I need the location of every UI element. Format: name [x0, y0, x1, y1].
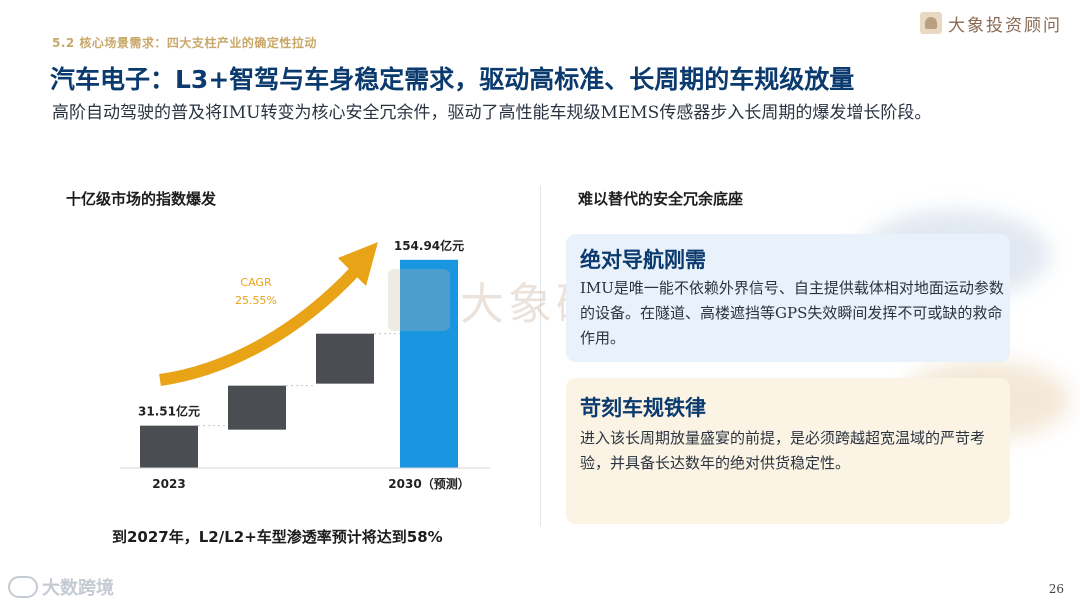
footer-logo-text: 大数跨境 [42, 578, 114, 599]
chart-bar [316, 333, 374, 384]
card-navigation: 绝对导航刚需 IMU是唯一能不依赖外界信号、自主提供载体相对地面运动参数的设备。… [566, 234, 1010, 362]
chart-bar [140, 425, 198, 468]
footer-logo-icon [8, 576, 38, 598]
chart-bar [400, 259, 458, 468]
card-title: 绝对导航刚需 [580, 247, 706, 272]
footer-logo: 大数跨境 [8, 574, 114, 600]
panel-divider [540, 186, 541, 526]
growth-arrow-head [338, 242, 378, 286]
section-label: 5.2 核心场景需求：四大支柱产业的确定性拉动 [52, 36, 317, 50]
card-automotive-grade: 苛刻车规铁律 进入该长周期放量盛宴的前提，是必须跨越超宽温域的严苛考验，并具备长… [566, 378, 1010, 524]
card-body: 进入该长周期放量盛宴的前提，是必须跨越超宽温域的严苛考验，并具备长达数年的绝对供… [580, 429, 986, 472]
page-title: 汽车电子：L3+智驾与车身稳定需求，驱动高标准、长周期的车规级放量 [50, 65, 855, 94]
cagr-label: CAGR [240, 276, 272, 289]
page-number: 26 [1048, 582, 1064, 596]
brand-name: 大象投资顾问 [948, 15, 1062, 36]
bar-value-label: 154.94亿元 [394, 238, 464, 253]
right-panel-title: 难以替代的安全冗余底座 [578, 190, 744, 208]
left-panel-title: 十亿级市场的指数爆发 [66, 190, 217, 208]
brand-logo: 大象投资顾问 [920, 10, 1062, 36]
growth-arrow-shaft [159, 265, 361, 386]
elephant-logo-icon [920, 12, 942, 34]
card-body: IMU是唯一能不依赖外界信号、自主提供载体相对地面运动参数的设备。在隧道、高楼遮… [580, 279, 1004, 347]
market-growth-chart: 31.51亿元 154.94亿元 2023 2030（预测） CAGR 25.55% [120, 238, 490, 491]
penetration-footnote: 到2027年，L2/L2+车型渗透率预计将达到58% [112, 528, 443, 546]
cagr-value: 25.55% [235, 294, 277, 307]
bar-value-label: 31.51亿元 [138, 404, 200, 419]
x-tick-label: 2023 [152, 477, 185, 491]
intro-paragraph: 高阶自动驾驶的普及将IMU转变为核心安全冗余件，驱动了高性能车规级MEMS传感器… [52, 103, 932, 123]
x-tick-label: 2030（预测） [388, 476, 469, 491]
chart-bar [228, 385, 286, 430]
card-title: 苛刻车规铁律 [580, 395, 706, 420]
